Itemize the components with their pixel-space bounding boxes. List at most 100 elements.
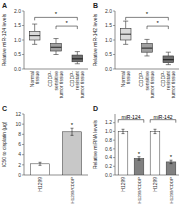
x-tick-label-line: H1299 [120, 177, 126, 192]
box [120, 28, 131, 40]
median [142, 48, 153, 49]
bar [150, 131, 160, 175]
significance-star: * [71, 122, 74, 128]
whisker-low [34, 40, 35, 44]
panel: C024681012IC50 to cisplatin (μg)H1299H12… [1, 105, 88, 203]
whisker-high [125, 21, 126, 28]
x-axis [24, 69, 88, 70]
y-tick-label: 0.5 [14, 51, 21, 57]
y-tick-label: 2.0 [14, 8, 21, 14]
x-tick-label: H1299/CDDP [169, 177, 174, 204]
y-axis-label: Relative miR-142 levels [92, 13, 98, 66]
y-tick [113, 140, 115, 141]
y-tick-label: 0.8 [105, 137, 112, 143]
y-tick [22, 11, 24, 12]
y-tick [113, 11, 115, 12]
y-tick-label: 0 [18, 172, 21, 178]
error-bar [170, 160, 173, 163]
x-tick-label-line: tumor tissue [58, 71, 64, 98]
figure: A0.00.51.01.52.0Relative miR-124 levelsN… [0, 0, 182, 205]
panel: B0.00.51.01.52.0Relative miR-142 levelsN… [92, 2, 179, 98]
bracket [118, 120, 144, 123]
cap-high [166, 52, 171, 53]
significance-star: * [138, 151, 141, 157]
cap-high [144, 39, 149, 40]
x-tick-label: Normaltissue [120, 71, 131, 87]
group-label: miR-124 [122, 114, 141, 120]
y-tick [22, 54, 24, 55]
box [163, 56, 174, 63]
panel-title: D [93, 105, 98, 112]
panel: A0.00.51.01.52.0Relative miR-124 levelsN… [1, 2, 88, 98]
y-tick-label: 2 [18, 162, 21, 168]
median [163, 59, 174, 60]
x-tick-label-line: tumor tissue [149, 71, 155, 98]
x-tick-label: CDDP-resistanttumor tissue [160, 70, 177, 98]
y-tick-label: 0.2 [105, 163, 112, 169]
x-tick-label: H1299 [37, 177, 43, 192]
y-tick-label: 0.0 [14, 66, 21, 72]
bracket [56, 26, 77, 29]
whisker-low [56, 51, 57, 54]
median [72, 58, 83, 59]
box [72, 55, 83, 62]
whisker-high [168, 52, 169, 56]
y-tick [22, 175, 24, 176]
background [0, 0, 182, 205]
significance-star: * [55, 11, 58, 17]
y-tick-label: 0.6 [105, 146, 112, 152]
x-tick-label: H1299/CDDP [70, 177, 75, 204]
significance-star: * [156, 20, 159, 26]
x-tick-label: CDDP-sensitivetumor tissue [47, 71, 64, 99]
y-tick [22, 164, 24, 165]
y-tick-label: 4 [18, 151, 21, 157]
cap-low [32, 44, 37, 45]
y-tick-label: 10 [15, 121, 21, 127]
y-tick-label: 1.2 [105, 119, 112, 125]
y-tick [113, 40, 115, 41]
y-tick [113, 166, 115, 167]
x-tick-label: CDDP-resistanttumor tissue [69, 70, 86, 98]
y-tick-label: 8 [18, 131, 21, 137]
whisker-low [125, 40, 126, 44]
x-tick-label: H1299/CDDP [137, 177, 142, 204]
box [29, 31, 40, 40]
y-tick [22, 114, 24, 115]
y-tick [113, 131, 115, 132]
whisker-high [77, 52, 78, 55]
whisker-high [34, 24, 35, 31]
error-bar [138, 157, 141, 160]
panel: D0.00.20.40.60.81.01.2Relative miRNA lev… [92, 105, 179, 203]
bracket [35, 17, 78, 20]
x-tick-label-line: tumor tissue [79, 71, 85, 98]
x-axis [115, 69, 179, 70]
x-tick-label: Normaltissue [29, 71, 40, 87]
whisker-low [147, 52, 148, 56]
bracket [150, 120, 176, 123]
y-tick-label: 0.5 [105, 51, 112, 57]
x-tick-label-line: tissue [34, 71, 40, 84]
median [120, 34, 131, 35]
cap-high [32, 24, 37, 25]
y-tick [113, 148, 115, 149]
y-tick [113, 175, 115, 176]
bracket [147, 26, 168, 29]
whisker-high [147, 39, 148, 43]
marks [29, 24, 82, 64]
marks [118, 129, 176, 175]
cap-high [123, 21, 128, 22]
y-tick-label: 1.0 [105, 128, 112, 134]
y-tick [22, 124, 24, 125]
x-tick-label: H1299 [120, 177, 126, 192]
marks [120, 21, 173, 65]
bar [134, 158, 144, 175]
y-tick [22, 134, 24, 135]
error-bar [71, 128, 74, 135]
error-bar [39, 162, 42, 165]
whisker-low [77, 62, 78, 64]
significance-star: * [146, 11, 149, 17]
y-tick [22, 154, 24, 155]
cap-low [144, 55, 149, 56]
x-tick-label-line: H1299 [37, 177, 43, 192]
y-tick-label: 2.0 [105, 8, 112, 14]
